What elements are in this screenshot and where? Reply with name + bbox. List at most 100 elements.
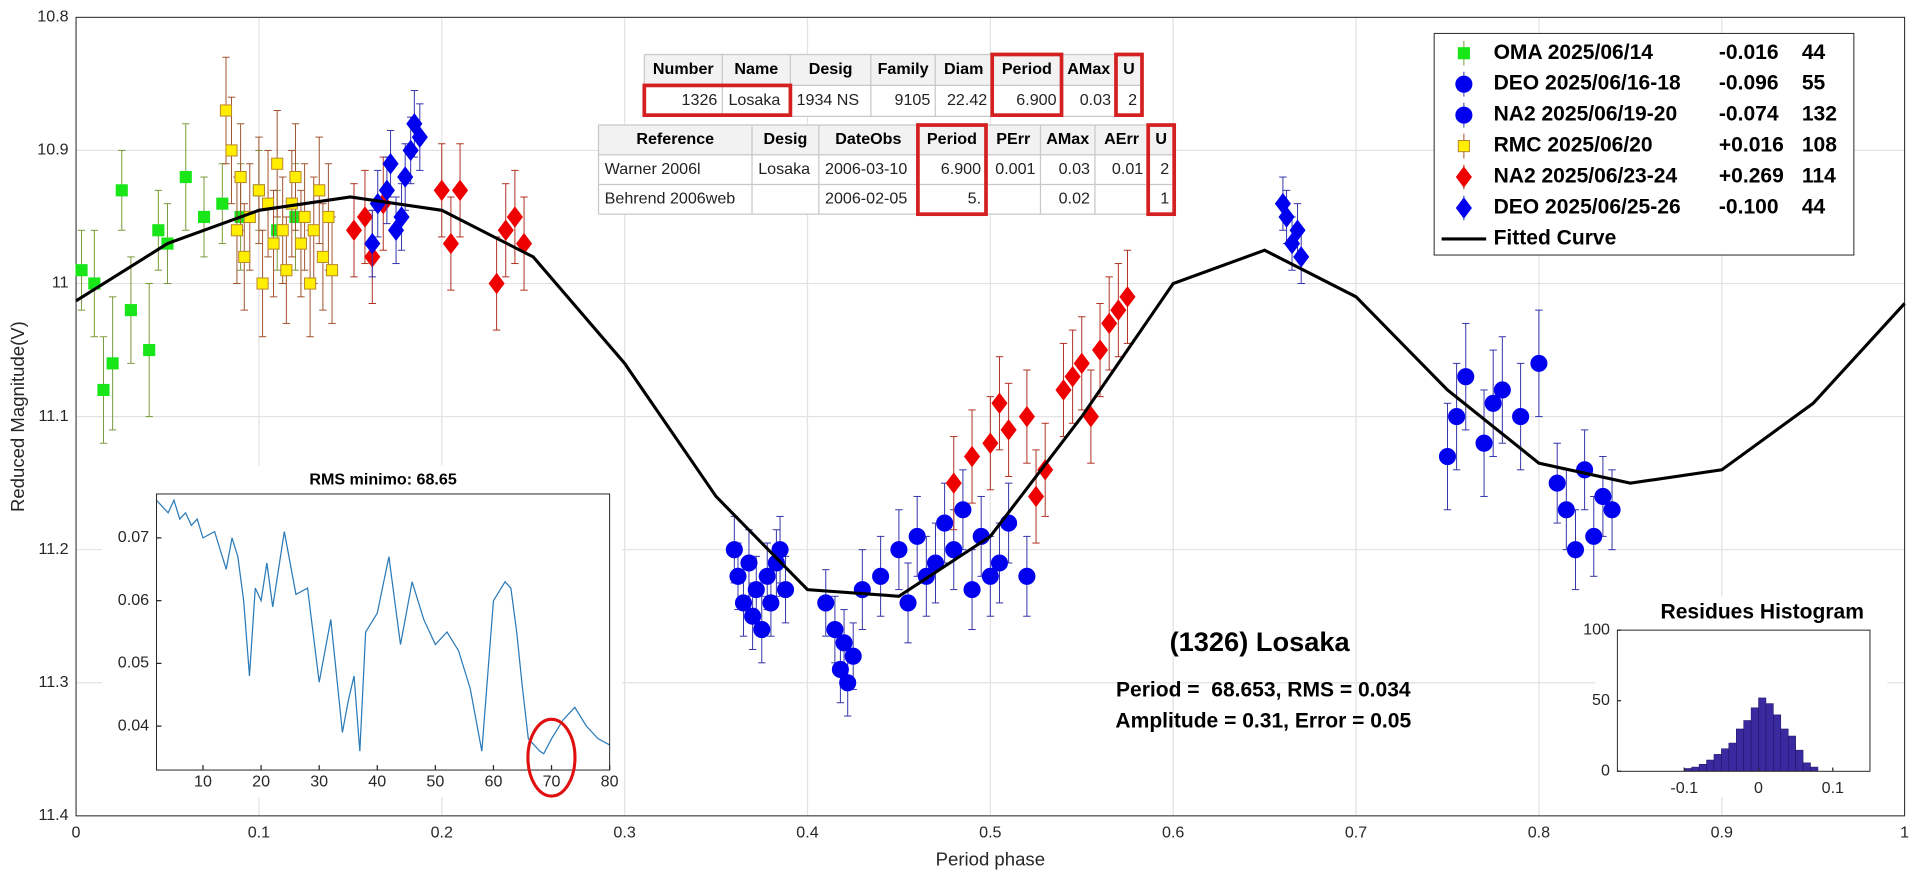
- marker: [1289, 219, 1306, 242]
- marker: [234, 170, 247, 184]
- legend: OMA 2025/06/14 -0.016 44 DEO 2025/06/16-18 -…: [1433, 32, 1855, 256]
- marker: [316, 250, 329, 263]
- legend-count: 108: [1802, 134, 1837, 157]
- marker: [252, 184, 265, 197]
- y-tick-label: 0.06: [118, 591, 149, 609]
- table-header: Name: [734, 60, 778, 78]
- table-header: AErr: [1104, 130, 1140, 148]
- table-header: Reference: [636, 130, 714, 148]
- marker: [982, 432, 999, 454]
- x-tick-label: 0.1: [1822, 779, 1844, 797]
- marker: [1082, 405, 1099, 428]
- marker: [1101, 312, 1118, 335]
- table-cell: Warner 2006l: [605, 160, 701, 178]
- x-tick-label: 0.1: [248, 823, 270, 841]
- marker: [267, 237, 280, 250]
- legend-box: [1433, 32, 1855, 256]
- marker: [225, 144, 238, 157]
- table-cell: Behrend 2006web: [605, 190, 736, 208]
- marker: [990, 554, 1009, 572]
- table-header: Desig: [809, 60, 853, 78]
- histogram-bar: [1787, 735, 1796, 772]
- table-cell: 2006-02-05: [825, 190, 907, 208]
- y-tick-label: 11.1: [39, 407, 69, 425]
- marker: [382, 152, 399, 175]
- marker: [433, 179, 450, 202]
- y-tick-label: 11.4: [39, 806, 69, 824]
- legend-count: 114: [1802, 165, 1836, 188]
- marker: [497, 219, 514, 242]
- legend-shift: +0.269: [1719, 165, 1784, 188]
- marker: [1484, 394, 1502, 412]
- info-table: Number Name Desig Family Diam Period AMax U 1326…: [642, 52, 1144, 117]
- marker: [1027, 485, 1045, 508]
- marker: [1548, 474, 1566, 492]
- marker: [826, 620, 844, 639]
- x-tick-label: 50: [426, 773, 444, 791]
- table-cell: 2006-03-10: [825, 160, 907, 178]
- legend-shift: -0.100: [1719, 196, 1779, 219]
- table-cell: 6.900: [941, 160, 981, 178]
- marker: [294, 237, 308, 250]
- marker: [298, 210, 311, 224]
- x-tick-label: 0.5: [979, 823, 1001, 841]
- marker: [1566, 541, 1585, 559]
- histogram-bar: [1691, 766, 1700, 772]
- highlight-box: [916, 123, 988, 217]
- x-tick-label: 0.7: [1345, 823, 1367, 841]
- y-tick-label: 11: [52, 274, 69, 292]
- marker: [839, 674, 857, 692]
- marker: [230, 224, 244, 237]
- x-tick-label: 20: [252, 773, 270, 791]
- marker: [219, 104, 233, 117]
- marker: [106, 357, 119, 370]
- marker: [1064, 365, 1081, 388]
- marker: [345, 219, 363, 242]
- histogram-bar: [1802, 762, 1811, 772]
- table-header: DateObs: [835, 130, 901, 148]
- marker: [1018, 405, 1035, 428]
- marker: [322, 210, 335, 224]
- highlight-box: [642, 83, 793, 117]
- marker: [1594, 487, 1612, 505]
- table-cell: 5.: [968, 190, 981, 208]
- marker: [411, 126, 428, 148]
- marker: [762, 594, 780, 612]
- marker: [238, 250, 251, 263]
- x-tick-label: 0.3: [613, 823, 635, 841]
- inset-frame: [1616, 629, 1871, 772]
- marker: [307, 224, 320, 237]
- table-cell: 22.42: [947, 91, 987, 109]
- marker: [744, 607, 762, 625]
- marker: [1457, 140, 1470, 153]
- marker: [1457, 368, 1475, 386]
- marker: [817, 594, 835, 612]
- marker: [280, 264, 293, 277]
- marker: [872, 567, 890, 585]
- marker: [835, 634, 853, 652]
- legend-count: 55: [1802, 72, 1826, 95]
- histogram-bar: [1706, 759, 1715, 772]
- histogram-bar: [1773, 714, 1782, 772]
- table-header: PErr: [996, 130, 1031, 148]
- marker: [1037, 459, 1054, 481]
- marker: [313, 184, 326, 197]
- marker: [124, 304, 137, 317]
- legend-count: 44: [1802, 196, 1826, 219]
- legend-shift: -0.074: [1719, 103, 1779, 126]
- table-cell: Losaka: [728, 91, 780, 109]
- marker: [152, 224, 165, 237]
- table-cell: 1326: [682, 91, 718, 109]
- marker: [1448, 408, 1466, 426]
- marker: [378, 179, 395, 202]
- marker: [356, 206, 374, 228]
- histogram-bar: [1750, 707, 1759, 772]
- marker: [753, 620, 771, 639]
- inset-title: Residues Histogram: [1661, 600, 1864, 623]
- table-header-bg: [598, 125, 1175, 155]
- marker: [256, 277, 269, 290]
- marker: [1455, 75, 1473, 93]
- histogram-bar: [1780, 728, 1789, 772]
- rms-line: [156, 498, 610, 755]
- legend-label: Fitted Curve: [1494, 227, 1617, 250]
